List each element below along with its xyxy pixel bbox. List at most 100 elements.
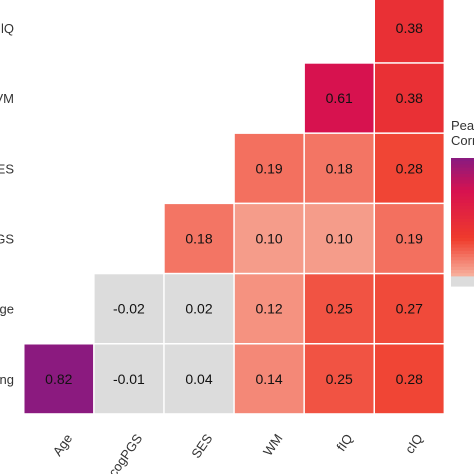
legend-color-step [451,202,474,207]
legend-color-step [451,276,474,281]
heatmap-cell-ge-cIQ [375,274,444,343]
heatmap-cell-ge-cogPGS [94,274,164,343]
heatmap-cell-ES-WM [234,133,304,203]
cell-value-label: 0.25 [326,301,353,317]
cell-value-label: -0.02 [113,301,145,317]
cell-value-label: 0.19 [396,230,423,246]
legend-color-step [451,231,474,236]
cell-value-label: 0.19 [255,160,282,176]
cell-value-label: 0.18 [185,230,212,246]
heatmap-cell-ng-SES [164,344,234,414]
legend-color-step [451,263,474,268]
heatmap-cell-ng-Age [24,344,94,414]
legend-color-step [451,266,474,271]
cell-value-label: -0.01 [113,371,145,387]
legend-color-step [451,190,474,194]
heatmap-cell-ng-WM [234,344,304,414]
y-tick-label: GS [0,231,14,246]
legend-color-step [451,183,474,188]
legend-color-step [451,212,474,217]
legend-color-step [451,174,474,178]
heatmap-cell-ES-fIQ [304,133,374,203]
legend-color-step [451,222,474,226]
legend-color-step [451,164,474,169]
heatmap-cell-VM-fIQ [304,63,374,133]
y-tick-label: lQ [1,21,14,36]
heatmap-cell-ge-SES [164,274,234,343]
x-tick-label: fIQ [333,431,355,454]
cell-value-label: 0.27 [396,301,423,317]
x-tick-label: cogPGS [105,431,145,474]
heatmap-cell-ng-fIQ [304,344,374,414]
legend-color-step [451,186,474,191]
legend-color-step [451,241,474,245]
legend-color-step [451,238,474,242]
y-axis-labels: lQ VM ES GS ge ng [0,21,14,387]
legend-color-step [451,158,474,162]
cell-value-label: 0.10 [326,230,353,246]
cell-value-label: 0.38 [396,20,423,36]
cell-value-label: 0.28 [396,371,423,387]
legend-color-step [451,215,474,220]
cell-value-label: 0.82 [45,371,72,387]
heatmap-cell-ng-cIQ [375,344,444,414]
legend-color-step [451,193,474,197]
y-tick-label: VM [0,91,14,106]
legend-color-step [451,180,474,185]
heatmap-cells: 0.38 0.61 0.38 0.19 0.18 0.28 0.18 0.10 0.10 0.19… [24,0,444,414]
cell-value-label: 0.02 [185,301,212,317]
heatmap-cell-ge-WM [234,274,304,343]
legend-color-step [451,196,474,201]
heatmap-cell-VM-cIQ [375,63,444,133]
cell-value-label: 0.12 [255,301,282,317]
legend-color-step [451,260,474,265]
x-tick-label: SES [188,431,215,461]
legend-color-step [451,244,474,249]
legend-color-step [451,177,474,181]
cell-value-label: 0.18 [326,160,353,176]
cell-value-label: 0.04 [185,371,212,387]
y-tick-label: ng [0,372,14,387]
legend-color-step [451,167,474,172]
cell-value-label: 0.61 [326,90,353,106]
heatmap-cell-GS-SES [164,204,234,273]
x-axis-labels: Age cogPGS SES WM fIQ cIQ [50,431,426,474]
legend-color-step [451,209,474,213]
legend-color-step [451,218,474,223]
legend-color-step [451,170,474,175]
heatmap-cell-lQ-cIQ [375,0,444,63]
cell-value-label: 0.10 [255,230,282,246]
legend-title: Corr [451,133,474,148]
cell-value-label: 0.25 [326,371,353,387]
y-tick-label: ge [0,302,14,317]
heatmap-cell-GS-WM [234,204,304,273]
heatmap-cell-ng-cogPGS [94,344,164,414]
legend-color-step [451,250,474,255]
legend-title: Pea [451,118,474,133]
cell-value-label: 0.38 [396,90,423,106]
legend-color-step [451,279,474,284]
legend-color-step [451,161,474,165]
legend-color-step [451,199,474,204]
legend-color-step [451,206,474,210]
x-tick-label: cIQ [402,431,426,456]
heatmap-cell-GS-fIQ [304,204,374,273]
legend-color-step [451,273,474,277]
legend-color-step [451,225,474,229]
heatmap-cell-GS-cIQ [375,204,444,273]
legend-color-step [451,228,474,233]
cell-value-label: 0.28 [396,160,423,176]
legend-color-step [451,247,474,252]
legend-color-step [451,270,474,274]
y-tick-label: ES [0,161,14,176]
x-tick-label: WM [260,431,286,459]
cell-value-label: 0.14 [255,371,282,387]
heatmap-cell-ES-cIQ [375,133,444,203]
heatmap-cell-ge-fIQ [304,274,374,343]
legend-color-step [451,234,474,239]
legend-color-step [451,254,474,258]
x-tick-label: Age [50,431,76,459]
legend-color-step [451,282,474,287]
